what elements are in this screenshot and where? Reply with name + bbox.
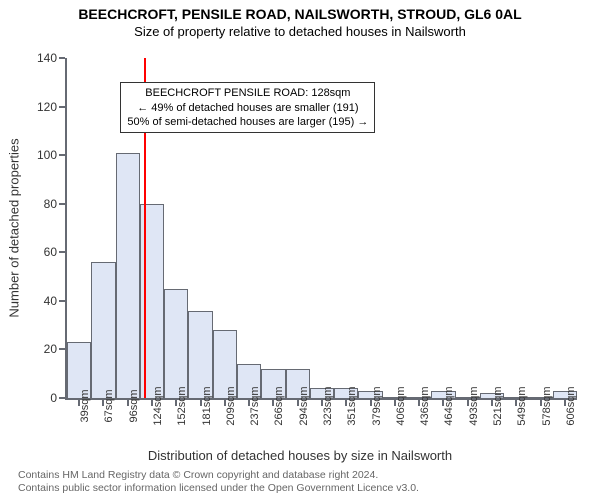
y-tick-label: 140 <box>37 51 57 65</box>
x-tick-label: 181sqm <box>201 386 213 425</box>
histogram-bar <box>91 262 115 398</box>
histogram-bar <box>164 289 188 398</box>
histogram-bar <box>188 311 212 398</box>
footer-line-1: Contains HM Land Registry data © Crown c… <box>18 469 419 483</box>
footer-line-2: Contains public sector information licen… <box>18 482 419 496</box>
x-tick-label: 152sqm <box>176 386 188 425</box>
y-tick <box>59 300 65 302</box>
x-tick-label: 351sqm <box>346 386 358 425</box>
y-tick <box>59 154 65 156</box>
x-tick-label: 124sqm <box>152 386 164 425</box>
x-tick-label: 521sqm <box>492 386 504 425</box>
x-tick-label: 266sqm <box>273 386 285 425</box>
y-tick-label: 40 <box>44 294 57 308</box>
annotation-box: BEECHCROFT PENSILE ROAD: 128sqm← 49% of … <box>120 82 375 133</box>
y-tick-label: 0 <box>50 391 57 405</box>
x-tick-label: 493sqm <box>468 386 480 425</box>
y-tick-label: 120 <box>37 100 57 114</box>
y-tick <box>59 203 65 205</box>
x-tick-label: 67sqm <box>103 389 115 422</box>
chart-plot-area: 02040608010012014039sqm67sqm96sqm124sqm1… <box>65 58 575 398</box>
histogram-bar <box>116 153 140 398</box>
plot-frame: 02040608010012014039sqm67sqm96sqm124sqm1… <box>65 58 577 400</box>
annotation-line: ← 49% of detached houses are smaller (19… <box>127 101 368 115</box>
y-tick-label: 20 <box>44 342 57 356</box>
x-tick-label: 96sqm <box>128 389 140 422</box>
x-tick-label: 606sqm <box>565 386 577 425</box>
annotation-line: BEECHCROFT PENSILE ROAD: 128sqm <box>127 86 368 100</box>
y-tick <box>59 106 65 108</box>
page-title: BEECHCROFT, PENSILE ROAD, NAILSWORTH, ST… <box>0 0 600 22</box>
x-tick-label: 406sqm <box>395 386 407 425</box>
x-tick-label: 549sqm <box>516 386 528 425</box>
x-tick-label: 237sqm <box>249 386 261 425</box>
y-axis-title: Number of detached properties <box>7 138 22 317</box>
x-tick-label: 379sqm <box>371 386 383 425</box>
y-tick <box>59 57 65 59</box>
y-tick-label: 60 <box>44 245 57 259</box>
page-subtitle: Size of property relative to detached ho… <box>0 22 600 39</box>
x-tick-label: 209sqm <box>225 386 237 425</box>
x-tick-label: 323sqm <box>322 386 334 425</box>
footer-attribution: Contains HM Land Registry data © Crown c… <box>18 469 419 496</box>
x-axis-title: Distribution of detached houses by size … <box>0 448 600 463</box>
y-tick <box>59 397 65 399</box>
y-tick <box>59 348 65 350</box>
y-tick <box>59 251 65 253</box>
x-tick-label: 578sqm <box>541 386 553 425</box>
annotation-line: 50% of semi-detached houses are larger (… <box>127 115 368 129</box>
x-tick-label: 436sqm <box>419 386 431 425</box>
y-tick-label: 100 <box>37 148 57 162</box>
y-tick-label: 80 <box>44 197 57 211</box>
x-tick-label: 39sqm <box>79 389 91 422</box>
x-tick-label: 464sqm <box>443 386 455 425</box>
x-tick-label: 294sqm <box>298 386 310 425</box>
